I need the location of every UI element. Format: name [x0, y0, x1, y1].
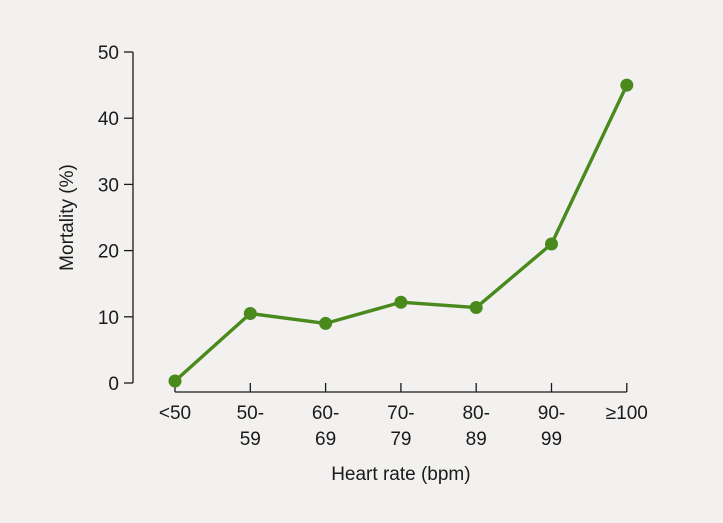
y-tick-label: 20: [98, 242, 119, 263]
y-tick-label: 10: [98, 308, 119, 329]
x-axis: <50 50- 59 60- 69 70- 79 80- 89 90- 99 ≥100: [159, 383, 648, 450]
y-tick-label: 30: [98, 175, 119, 196]
x-tick-label: 79: [390, 429, 411, 450]
series-line: [173, 83, 629, 383]
x-tick-label: ≥100: [606, 403, 648, 424]
data-point: [394, 295, 408, 309]
x-tick-label: 70-: [387, 403, 414, 424]
series-group: [168, 78, 634, 388]
x-tick-label: 80-: [462, 403, 489, 424]
data-point: [168, 374, 182, 388]
data-point: [620, 78, 634, 92]
y-tick-label: 40: [98, 109, 119, 130]
x-tick-label: 59: [240, 429, 261, 450]
y-axis-title: Mortality (%): [57, 164, 78, 271]
data-point: [545, 237, 558, 251]
data-point: [243, 306, 257, 320]
x-tick-label: <50: [159, 403, 191, 424]
y-axis: 0 10 20 30 40 50: [98, 43, 134, 395]
data-point: [319, 316, 333, 330]
y-tick-label: 50: [98, 43, 119, 64]
x-tick-label: 89: [466, 429, 487, 450]
x-tick-label: 50-: [237, 403, 264, 424]
y-tick-label: 0: [108, 374, 119, 395]
x-tick-label: 69: [315, 429, 336, 450]
x-tick-label: 99: [541, 429, 562, 450]
x-axis-title: Heart rate (bpm): [331, 464, 470, 485]
data-point: [469, 301, 483, 315]
x-tick-label: 90-: [538, 403, 565, 424]
x-tick-label: 60-: [312, 403, 339, 424]
